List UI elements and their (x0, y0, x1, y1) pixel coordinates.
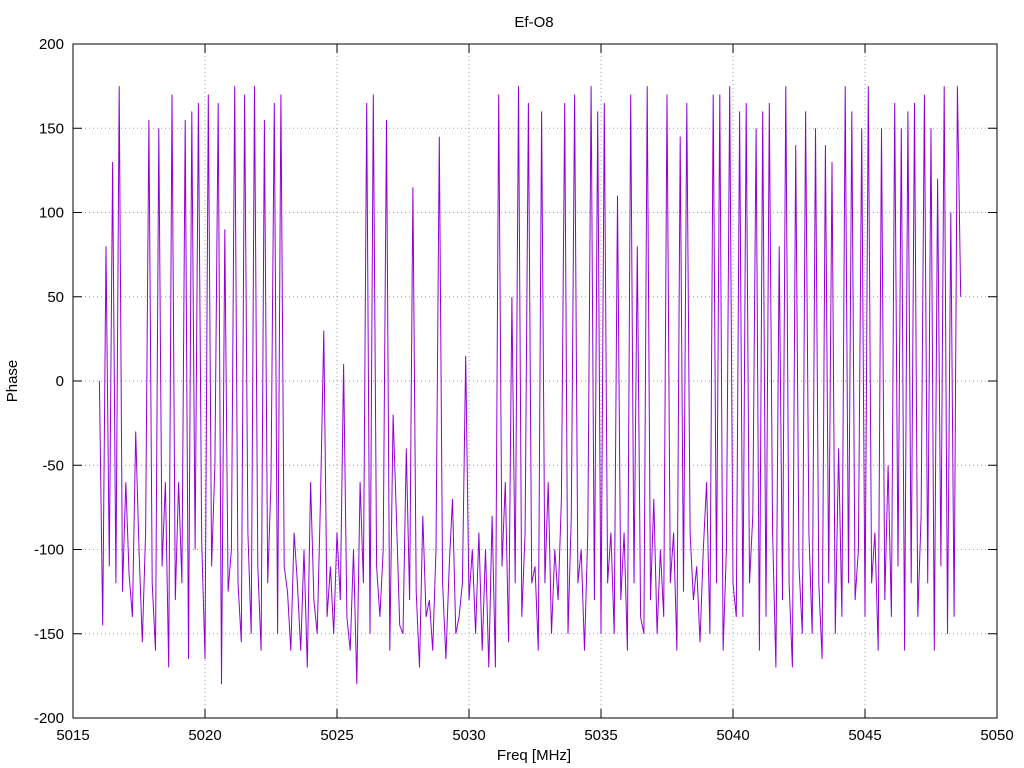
y-tick-label: 150 (39, 120, 64, 137)
x-tick-label: 5025 (320, 727, 353, 744)
axis-ticks: 5015 5020 5025 5030 5035 5040 5045 5050 -200 -150… (34, 36, 1014, 744)
x-axis-label: Freq [MHz] (497, 747, 571, 764)
y-tick-label: -150 (34, 626, 64, 643)
y-tick-label: -200 (34, 710, 64, 727)
plot-frame (72, 43, 998, 719)
x-tick-label: 5020 (188, 727, 221, 744)
y-tick-label: 0 (56, 373, 64, 390)
x-tick-label: 5035 (584, 727, 617, 744)
grid-lines (73, 44, 997, 718)
y-axis-label: Phase (4, 360, 21, 403)
chart-title: Ef-O8 (514, 14, 553, 31)
y-tick-label: 200 (39, 36, 64, 53)
y-tick-label: 50 (47, 289, 64, 306)
x-tick-label: 5015 (56, 727, 89, 744)
x-tick-label: 5050 (980, 727, 1013, 744)
x-tick-label: 5030 (452, 727, 485, 744)
series-layer (98, 86, 962, 685)
y-tick-label: -100 (34, 542, 64, 559)
x-tick-label: 5045 (848, 727, 881, 744)
y-tick-label: 100 (39, 205, 64, 222)
y-tick-label: -50 (42, 457, 64, 474)
x-tick-label: 5040 (716, 727, 749, 744)
phase-series-line (98, 86, 962, 685)
